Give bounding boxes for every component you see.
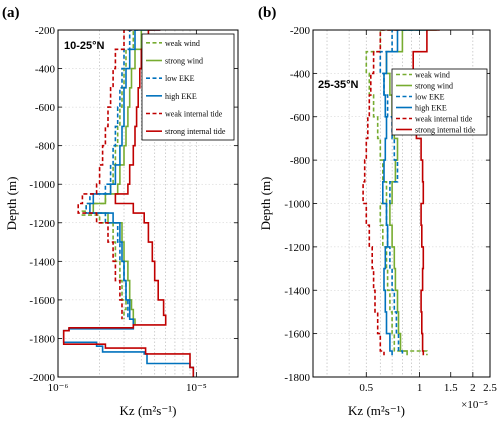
x-tick-label: 2.5 [483,382,497,394]
y-tick-label: -800 [35,141,56,153]
series-line-strong-wind [385,30,437,356]
legend-entry: strong internal tide [415,126,476,135]
legend-entry: weak internal tide [415,115,473,124]
x-multiplier-label: ×10⁻⁵ [461,399,488,411]
y-tick-label: -200 [35,25,56,37]
y-tick-label: -600 [290,112,311,124]
legend-box [391,68,488,136]
y-tick-label: -1200 [284,242,310,254]
x-tick-label: 10⁻⁶ [48,382,69,394]
x-axis-label: Kz (m²s⁻¹) [348,403,405,418]
y-tick-label: -1400 [29,256,55,268]
legend: weak wind strong wind low EKE high EKE weak … [391,68,488,136]
series-line-strong-internal-tide [62,30,195,377]
legend-entry: high EKE [415,104,447,113]
series-line-weak-internal-tide [77,30,132,320]
series-line-high-eke [382,30,427,356]
panel-label: (b) [258,5,276,21]
y-tick-label: -600 [35,102,56,114]
y-tick-label: -1000 [284,199,310,211]
x-tick-label: 0.5 [359,382,373,394]
x-tick-label: 10⁻⁵ [186,382,207,394]
y-axis-label: Depth (m) [258,177,273,231]
y-tick-label: -1600 [284,329,310,341]
y-tick-label: -1400 [284,285,310,297]
y-tick-label: -1800 [284,372,310,384]
legend-entry: weak internal tide [165,110,223,119]
series-line-low-eke [85,30,139,320]
series-group [62,30,195,377]
y-tick-label: -200 [290,25,311,37]
legend-entry: weak wind [415,71,450,80]
y-tick-label: -1600 [29,295,55,307]
panel-b: -200 -400 -600 -800 -1000 -1200 -1400 -1600 -180… [258,5,497,418]
series-line-weak-wind [365,30,428,356]
legend: weak wind strong wind low EKE high EKE weak … [141,33,235,141]
y-tick-label: -1000 [29,179,55,191]
y-tick-label: -1800 [29,333,55,345]
y-tick-label: -1200 [29,218,55,230]
y-tick-label: -800 [290,155,311,167]
legend-entry: weak wind [165,39,200,48]
series-line-high-eke [62,30,195,377]
y-tick-label: -400 [290,68,311,80]
legend-entry: low EKE [415,93,445,102]
legend-box [141,33,235,141]
panel-a: -200 -400 -600 -800 -1000 -1200 -1400 -1600 -180… [2,5,239,418]
x-axis-label: Kz (m²s⁻¹) [120,403,177,418]
legend-entry: high EKE [165,92,197,101]
region-label: 10-25°N [64,40,105,52]
legend-entry: low EKE [165,74,195,83]
legend-entry: strong internal tide [165,127,226,136]
region-label: 25-35°N [318,79,359,91]
x-tick-label: 1 [417,382,423,394]
legend-entry: strong wind [165,57,203,66]
legend-entry: strong wind [415,82,453,91]
y-tick-label: -2000 [29,372,55,384]
x-tick-label: 2 [470,382,476,394]
y-axis-label: Depth (m) [4,177,19,231]
y-tick-label: -400 [35,64,56,76]
axes-frame [57,29,239,378]
x-tick-label: 1.5 [444,382,458,394]
panel-label: (a) [2,5,20,21]
